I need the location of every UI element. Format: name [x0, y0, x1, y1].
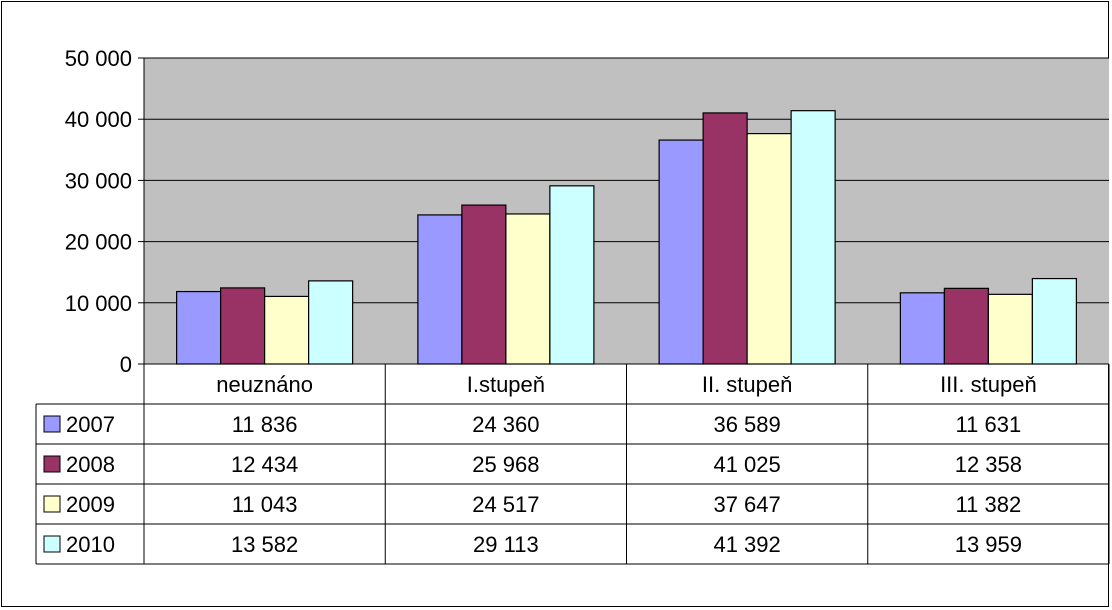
- data-label: 11 836: [232, 412, 298, 437]
- legend-swatch: [43, 495, 61, 513]
- data-label: 13 582: [231, 532, 298, 557]
- bar: [943, 287, 989, 365]
- data-table: neuznáno I.stupeň II. stupeň III. stupeň 200…: [35, 363, 1110, 565]
- category-label: III. stupeň: [940, 372, 1037, 397]
- bar: [308, 280, 354, 365]
- data-label: 12 434: [231, 452, 298, 477]
- category-label: neuznáno: [216, 372, 313, 397]
- data-label: 11 631: [956, 412, 1022, 437]
- y-tick-label: 30 000: [65, 168, 132, 193]
- bar: [1031, 277, 1077, 365]
- bar: [702, 112, 748, 365]
- data-label: 36 589: [713, 412, 780, 437]
- series-label: 2007: [66, 412, 115, 437]
- bars: [176, 110, 1077, 365]
- bar: [790, 110, 836, 365]
- category-label: I.stupeň: [467, 372, 545, 397]
- legend-swatch: [43, 455, 61, 473]
- series-label: 2009: [66, 492, 115, 517]
- y-tick-label: 10 000: [65, 291, 132, 316]
- gridlines: [144, 57, 1109, 304]
- data-label: 25 968: [472, 452, 539, 477]
- data-label: 11 043: [232, 492, 298, 517]
- data-label: 12 358: [955, 452, 1022, 477]
- legend-swatch: [43, 415, 61, 433]
- data-label: 11 382: [956, 492, 1022, 517]
- data-label: 41 392: [713, 532, 780, 557]
- bar: [461, 204, 507, 365]
- bar: [549, 185, 595, 365]
- data-label: 41 025: [713, 452, 780, 477]
- series-label: 2010: [66, 532, 115, 557]
- y-tick-label: 0: [120, 352, 132, 377]
- data-label: 13 959: [955, 532, 1022, 557]
- data-label: 29 113: [473, 532, 539, 557]
- data-label: 24 360: [472, 412, 539, 437]
- y-tick-label: 40 000: [65, 107, 132, 132]
- bar: [899, 292, 945, 365]
- bar: [417, 214, 463, 365]
- series-label: 2008: [66, 452, 115, 477]
- bar: [987, 293, 1033, 365]
- bar: [264, 295, 310, 365]
- y-tick-label: 20 000: [65, 230, 132, 255]
- y-axis: 0 10 000 20 000 30 000 40 000 50 000: [65, 46, 145, 377]
- legend-swatch: [43, 535, 61, 553]
- data-label: 37 647: [713, 492, 780, 517]
- bar: [176, 290, 222, 365]
- bar: [220, 287, 266, 365]
- bar: [505, 213, 551, 365]
- bar: [658, 139, 704, 365]
- category-label: II. stupeň: [702, 372, 793, 397]
- data-label: 24 517: [472, 492, 539, 517]
- bar: [746, 133, 792, 365]
- y-tick-label: 50 000: [65, 46, 132, 71]
